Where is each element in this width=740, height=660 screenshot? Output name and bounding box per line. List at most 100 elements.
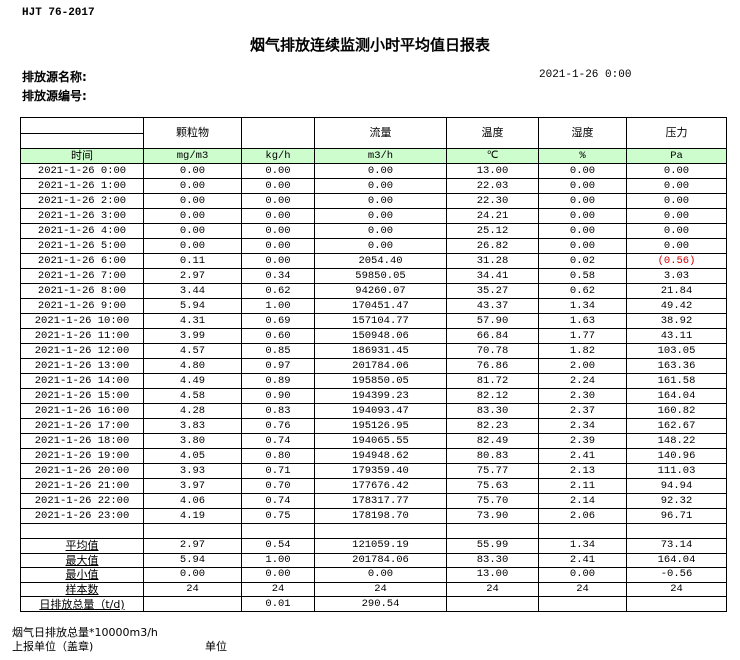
table-cell: 2.41: [538, 448, 627, 464]
table-cell: 0.80: [241, 448, 315, 464]
table-cell: 43.11: [626, 328, 727, 344]
table-cell: 75.63: [446, 478, 539, 494]
table-cell: 70.78: [446, 343, 539, 359]
unit-cell: mg/m3: [143, 148, 242, 164]
row-label: 2021-1-26 15:00: [20, 388, 144, 404]
table-cell: [314, 523, 447, 539]
header-cell: 压力: [626, 117, 727, 149]
table-cell: 121059.19: [314, 538, 447, 554]
table-cell: 148.22: [626, 433, 727, 449]
table-cell: 3.99: [143, 328, 242, 344]
table-cell: 0.00: [314, 178, 447, 194]
data-row: 2021-1-26 3:00 0.00 0.00 0.00 24.21 0.00 0.00: [20, 208, 727, 224]
table-cell: 0.00: [241, 178, 315, 194]
table-cell: 2.30: [538, 388, 627, 404]
data-row: 2021-1-26 14:00 4.49 0.89 195850.05 81.72 2.2…: [20, 373, 727, 389]
data-row: 2021-1-26 11:00 3.99 0.60 150948.06 66.84 1.7…: [20, 328, 727, 344]
table-cell: 2.34: [538, 418, 627, 434]
table-cell: 194399.23: [314, 388, 447, 404]
table-cell: 94.94: [626, 478, 727, 494]
table-cell: 0.54: [241, 538, 315, 554]
table-cell: 2.24: [538, 373, 627, 389]
table-cell: 1.00: [241, 298, 315, 314]
table-cell: 0.00: [626, 193, 727, 209]
data-row: 2021-1-26 9:00 5.94 1.00 170451.47 43.37 1.34…: [20, 298, 727, 314]
table-cell: 24.21: [446, 208, 539, 224]
table-cell: 0.01: [241, 596, 315, 612]
table-cell: 59850.05: [314, 268, 447, 284]
row-label: 2021-1-26 9:00: [20, 298, 144, 314]
table-cell: 2.97: [143, 268, 242, 284]
table-cell: 0.00: [538, 567, 627, 583]
table-cell: 0.83: [241, 403, 315, 419]
row-label: 2021-1-26 14:00: [20, 373, 144, 389]
data-row: 2021-1-26 6:00 0.11 0.00 2054.40 31.28 0.02 (0…: [20, 253, 727, 269]
row-label: 2021-1-26 0:00: [20, 163, 144, 179]
row-label: 2021-1-26 7:00: [20, 268, 144, 284]
table-cell: 0.00: [143, 223, 242, 239]
table-cell: 0.00: [538, 223, 627, 239]
row-label: 2021-1-26 17:00: [20, 418, 144, 434]
table-cell: 0.11: [143, 253, 242, 269]
data-row: 2021-1-26 12:00 4.57 0.85 186931.45 70.78 1.8…: [20, 343, 727, 359]
table-cell: 163.36: [626, 358, 727, 374]
data-row: 2021-1-26 19:00 4.05 0.80 194948.62 80.83 2.4…: [20, 448, 727, 464]
table-cell: 4.19: [143, 508, 242, 524]
table-cell: 4.31: [143, 313, 242, 329]
table-cell: 24: [143, 581, 242, 598]
table-cell: 0.74: [241, 493, 315, 509]
table-cell: 24: [314, 581, 447, 598]
row-label: 2021-1-26 1:00: [20, 178, 144, 194]
table-cell: 0.34: [241, 268, 315, 284]
table-cell: 0.00: [143, 178, 242, 194]
source-id-label: 排放源编号:: [22, 89, 87, 103]
table-cell: 0.00: [538, 178, 627, 194]
table-cell: 13.00: [446, 567, 539, 583]
table-cell: 3.83: [143, 418, 242, 434]
table-cell: 111.03: [626, 463, 727, 479]
table-cell: 3.44: [143, 283, 242, 299]
table-cell: -0.56: [626, 567, 727, 583]
table-cell: 34.41: [446, 268, 539, 284]
unit-cell: m3/h: [314, 148, 447, 164]
data-row: 2021-1-26 5:00 0.00 0.00 0.00 26.82 0.00 0.00: [20, 238, 727, 254]
table-cell: 194065.55: [314, 433, 447, 449]
table-cell: 1.00: [241, 552, 315, 569]
row-label: 最大值: [20, 552, 144, 569]
table-cell: 0.00: [314, 567, 447, 583]
header-cell: [241, 117, 315, 149]
unit-cell: kg/h: [241, 148, 315, 164]
table-cell: 178198.70: [314, 508, 447, 524]
table-cell: 0.00: [626, 163, 727, 179]
table-cell: 0.00: [143, 238, 242, 254]
table-cell: 2.39: [538, 433, 627, 449]
table-cell: 13.00: [446, 163, 539, 179]
table-cell: 0.00: [538, 193, 627, 209]
table-cell: 3.93: [143, 463, 242, 479]
table-cell: 35.27: [446, 283, 539, 299]
table-cell: 1.77: [538, 328, 627, 344]
table-cell: 3.97: [143, 478, 242, 494]
table-cell: 0.90: [241, 388, 315, 404]
data-row: 2021-1-26 23:00 4.19 0.75 178198.70 73.90 2.0…: [20, 508, 727, 524]
row-label: 2021-1-26 5:00: [20, 238, 144, 254]
table-cell: 0.00: [626, 178, 727, 194]
table-cell: 201784.06: [314, 552, 447, 569]
table-cell: 94260.07: [314, 283, 447, 299]
unit-cell: %: [538, 148, 627, 164]
table-cell: 75.70: [446, 493, 539, 509]
table-cell: 164.04: [626, 552, 727, 569]
data-row: 2021-1-26 18:00 3.80 0.74 194065.55 82.49 2.3…: [20, 433, 727, 449]
table-cell: 31.28: [446, 253, 539, 269]
table-cell: 4.57: [143, 343, 242, 359]
row-label: 2021-1-26 23:00: [20, 508, 144, 524]
row-label: 2021-1-26 12:00: [20, 343, 144, 359]
row-label: 2021-1-26 16:00: [20, 403, 144, 419]
table-cell: 0.97: [241, 358, 315, 374]
table-cell: 3.03: [626, 268, 727, 284]
table-cell: 194093.47: [314, 403, 447, 419]
unit-cell: Pa: [626, 148, 727, 164]
table-cell: (0.56): [626, 253, 727, 269]
table-cell: 0.00: [241, 193, 315, 209]
reporter-label: 上报单位（盖章): [12, 640, 94, 653]
